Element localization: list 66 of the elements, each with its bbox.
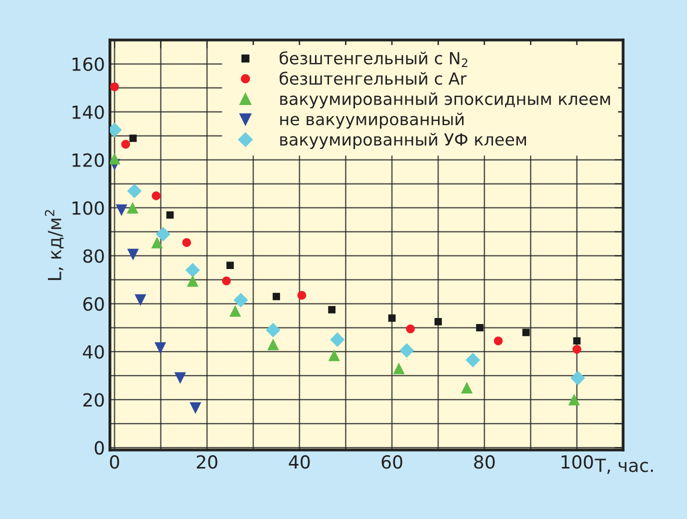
point bbox=[186, 275, 198, 287]
point bbox=[267, 338, 279, 350]
point bbox=[434, 318, 442, 326]
point bbox=[151, 236, 163, 248]
y-tick-label: 60 bbox=[83, 297, 104, 311]
point bbox=[570, 370, 586, 386]
x-tick-label: 80 bbox=[474, 455, 495, 469]
point bbox=[494, 336, 503, 346]
y-tick-label: 0 bbox=[94, 441, 104, 455]
point bbox=[572, 344, 582, 354]
legend-label: безштенгельный с Ar bbox=[280, 72, 467, 85]
point bbox=[568, 394, 580, 406]
point bbox=[190, 402, 202, 414]
y-tick-label: 100 bbox=[72, 201, 104, 215]
point bbox=[330, 332, 345, 347]
point bbox=[129, 134, 137, 142]
y-tick-label: 80 bbox=[83, 249, 104, 263]
point bbox=[166, 211, 174, 219]
point bbox=[134, 294, 146, 306]
point bbox=[127, 248, 139, 260]
point bbox=[272, 292, 280, 300]
point bbox=[466, 352, 480, 368]
point bbox=[185, 262, 200, 278]
point bbox=[328, 349, 340, 362]
point bbox=[573, 337, 581, 345]
point bbox=[233, 292, 248, 308]
y-tick-label: 40 bbox=[82, 345, 104, 359]
point bbox=[110, 152, 120, 164]
point bbox=[266, 322, 280, 338]
point bbox=[174, 372, 186, 384]
x-tick-label: 0 bbox=[110, 455, 120, 469]
point bbox=[328, 306, 336, 314]
y-tick-label: 120 bbox=[72, 153, 104, 167]
x-tick-label: 20 bbox=[196, 455, 218, 469]
point bbox=[121, 140, 130, 149]
point bbox=[406, 324, 415, 334]
point bbox=[127, 184, 142, 198]
legend-label: вакуумированный УФ клеем bbox=[280, 132, 526, 149]
legend-label: вакуумированный эпоксидным клеем bbox=[280, 92, 610, 108]
y-tick-label: 160 bbox=[72, 57, 104, 72]
point bbox=[461, 382, 473, 394]
y-axis-title: L, кд/м$^{2}$ bbox=[44, 210, 64, 280]
x-axis-title: T, час. bbox=[594, 458, 653, 474]
point bbox=[522, 328, 530, 336]
point bbox=[399, 343, 414, 358]
legend-label: безштенгельный с N$_{2}$ bbox=[280, 51, 468, 67]
point bbox=[110, 82, 119, 92]
point bbox=[229, 305, 242, 317]
point bbox=[388, 314, 396, 322]
x-tick-label: 40 bbox=[288, 455, 310, 469]
point bbox=[226, 262, 234, 270]
point bbox=[126, 202, 138, 214]
legend-label: не вакуумированный bbox=[280, 112, 464, 129]
point bbox=[297, 290, 306, 300]
point bbox=[182, 238, 192, 247]
y-tick-label: 140 bbox=[72, 105, 104, 120]
point bbox=[152, 191, 161, 200]
point bbox=[393, 362, 405, 374]
x-tick-label: 60 bbox=[382, 455, 402, 469]
point bbox=[116, 204, 128, 216]
y-tick-label: 20 bbox=[83, 393, 104, 407]
point bbox=[156, 226, 170, 242]
point bbox=[476, 324, 484, 332]
x-tick-label: 100 bbox=[562, 455, 593, 469]
point bbox=[154, 342, 166, 354]
point bbox=[222, 276, 231, 286]
